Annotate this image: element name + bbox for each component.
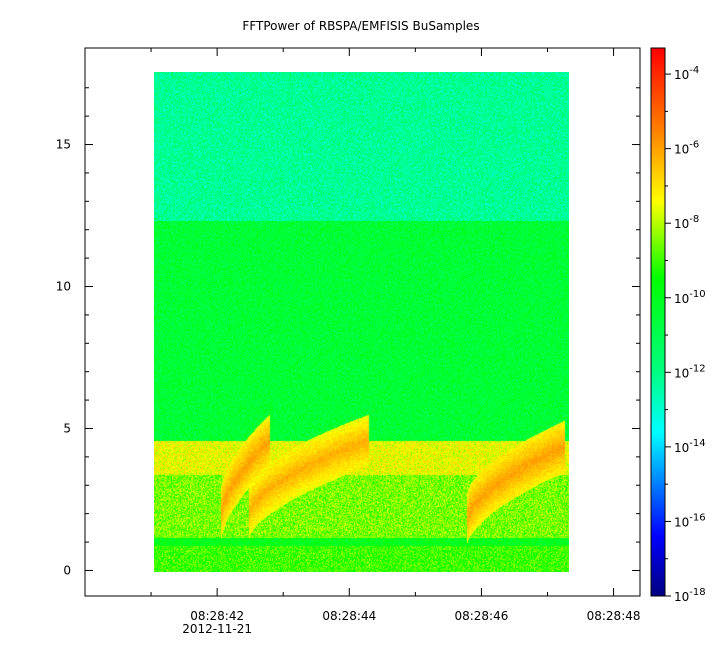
colorbar-tick-exponent: -16: [689, 512, 705, 523]
y-axis: 0 5 10 15: [56, 87, 640, 577]
colorbar-tick-exponent: -18: [689, 587, 705, 598]
colorbar-tick-base: 10: [674, 366, 689, 380]
colorbar-tick-exponent: -8: [689, 214, 699, 225]
colorbar-tick-exponent: -14: [689, 438, 705, 449]
spectrogram-image: [154, 72, 569, 572]
colorbar-tick-base: 10: [674, 292, 689, 306]
colorbar-tick-exponent: -4: [689, 65, 699, 76]
colorbar-tick-base: 10: [674, 217, 689, 231]
x-tick-label: 08:28:42: [190, 609, 244, 623]
colorbar-tick-label: 10-8: [674, 214, 699, 231]
colorbar-tick-label: 10-16: [674, 512, 706, 529]
colorbar-tick-base: 10: [674, 143, 689, 157]
colorbar-tick-base: 10: [674, 590, 689, 604]
colorbar-tick-label: 10-4: [674, 65, 699, 82]
x-tick-label: 08:28:48: [587, 609, 641, 623]
colorbar-tick-base: 10: [674, 515, 689, 529]
colorbar-tick-label: 10-12: [674, 363, 706, 380]
x-tick-label: 08:28:46: [454, 609, 508, 623]
colorbar-tick-exponent: -6: [689, 140, 699, 151]
colorbar-tick-exponent: -12: [689, 363, 705, 374]
y-tick-label: 0: [63, 563, 71, 577]
colorbar: [650, 47, 666, 597]
colorbar-tick-label: 10-14: [674, 438, 706, 455]
colorbar-tick-base: 10: [674, 441, 689, 455]
colorbar-tick-label: 10-10: [674, 289, 706, 306]
colorbar-tick-label: 10-18: [674, 587, 706, 604]
x-tick-date-label: 2012-11-21: [182, 622, 252, 636]
y-tick-label: 15: [56, 138, 71, 152]
y-tick-label: 10: [56, 280, 71, 294]
colorbar-tick-base: 10: [674, 68, 689, 82]
spectrogram-image-container: [154, 72, 569, 572]
x-tick-label: 08:28:44: [322, 609, 376, 623]
colorbar-tick-label: 10-6: [674, 140, 699, 157]
y-tick-label: 5: [63, 421, 71, 435]
chart-title: FFTPower of RBSPA/EMFISIS BuSamples: [242, 19, 479, 33]
colorbar-tick-exponent: -10: [689, 289, 705, 300]
